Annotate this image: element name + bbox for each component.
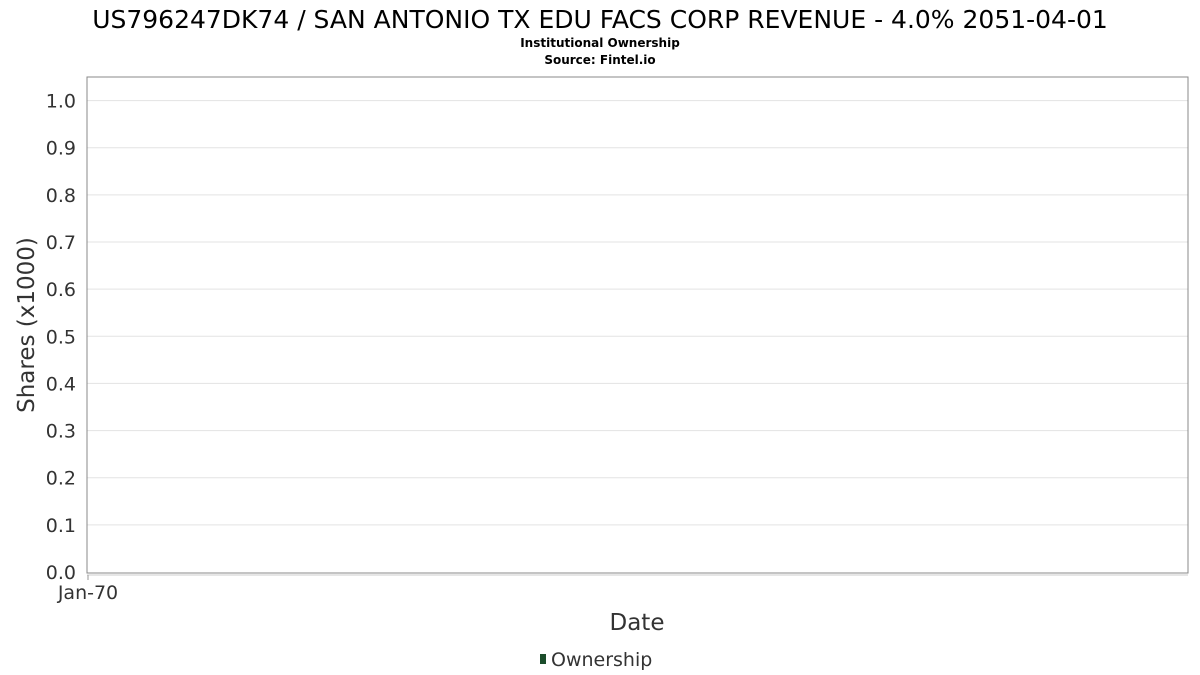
y-tick-label: 0.1 [46,515,76,537]
chart-title: US796247DK74 / SAN ANTONIO TX EDU FACS C… [92,5,1108,34]
y-axis-label: Shares (x1000) [14,237,40,413]
x-tick-label: Jan-70 [57,582,118,604]
y-tick-label: 0.9 [46,138,76,160]
chart-subtitle-1: Institutional Ownership [520,36,680,50]
legend-label-ownership: Ownership [551,649,652,671]
y-axis-ticks: 0.0 0.1 0.2 0.3 0.4 0.5 0.6 0.7 0.8 0.9 1.0 [46,91,76,584]
grid-lines [87,100,1188,526]
y-tick-label: 0.0 [46,562,76,584]
legend-swatch-ownership [540,654,546,664]
y-tick-label: 0.7 [46,232,76,254]
y-tick-label: 0.6 [46,279,76,301]
legend: Ownership [540,649,652,671]
y-tick-label: 0.5 [46,326,76,348]
y-tick-label: 0.4 [46,373,76,395]
x-axis-label: Date [610,610,665,636]
y-tick-label: 0.3 [46,421,76,443]
y-tick-label: 1.0 [46,91,76,113]
y-tick-label: 0.2 [46,468,76,490]
chart-subtitle-2: Source: Fintel.io [544,53,655,67]
y-tick-label: 0.8 [46,185,76,207]
plot-area-frame [86,76,1189,574]
x-axis-ticks: Jan-70 [57,575,118,604]
